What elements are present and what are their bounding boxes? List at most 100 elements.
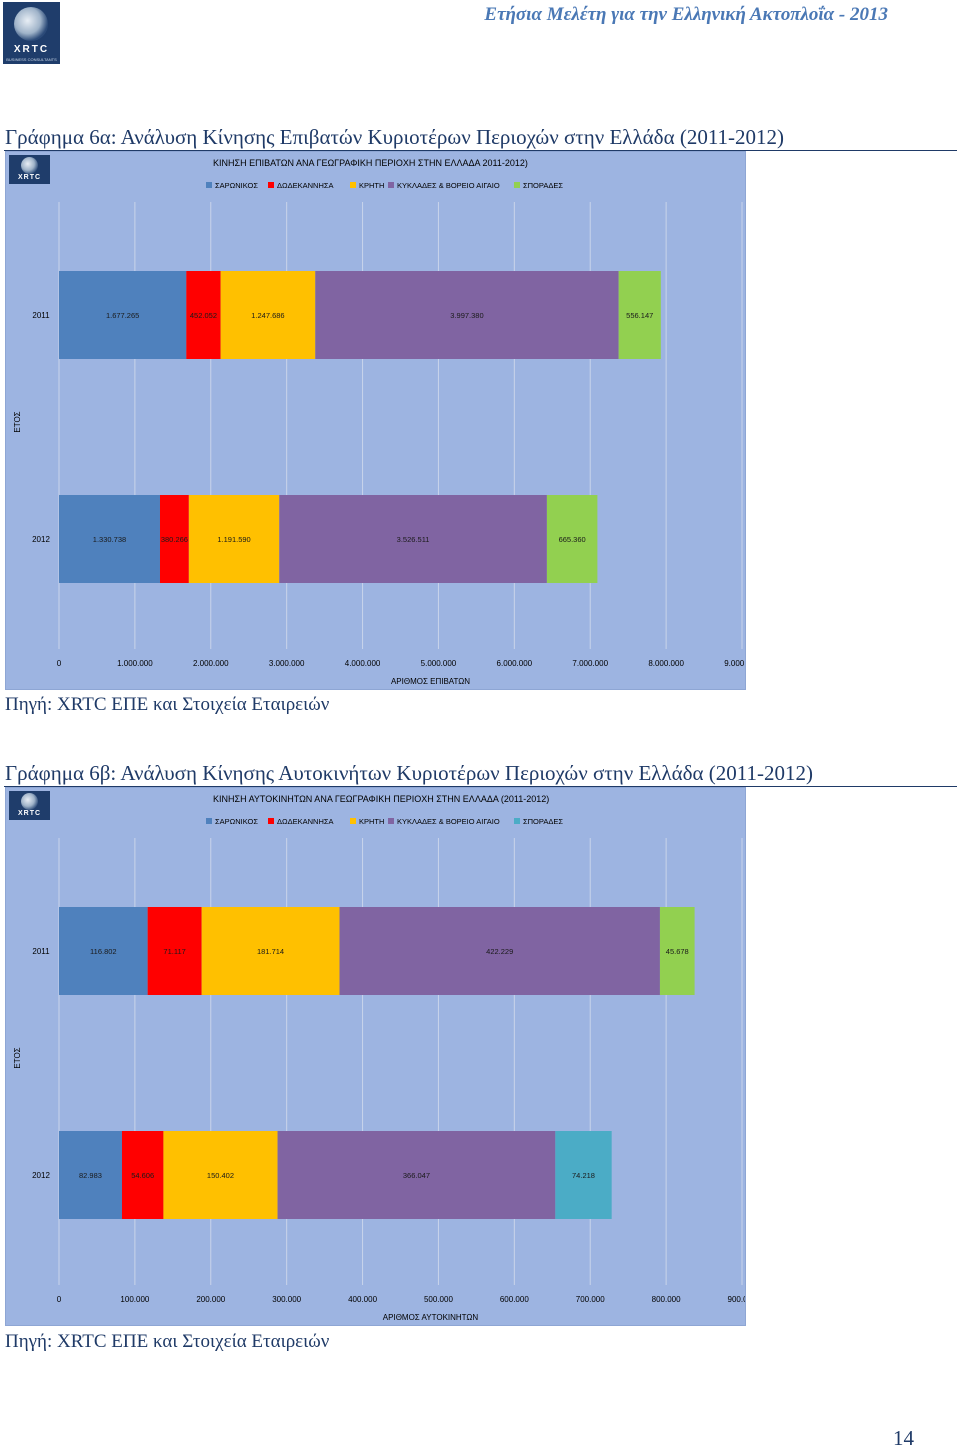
logo-subtext: BUSINESS CONSULTANTS: [6, 57, 57, 62]
x-axis-label: ΑΡΙΘΜΟΣ ΑΥΤΟΚΙΝΗΤΩΝ: [383, 1313, 479, 1322]
data-label: 665.360: [559, 535, 586, 544]
legend-label: ΚΡΗΤΗ: [359, 817, 384, 826]
xrtc-emblem-icon: [21, 157, 38, 174]
figure-6b-caption: Γράφημα 6β: Ανάλυση Κίνησης Αυτοκινήτων …: [5, 761, 813, 785]
x-tick-label: 100.000: [120, 1295, 149, 1304]
data-label: 556.147: [626, 311, 653, 320]
xrtc-emblem-icon: [14, 7, 48, 41]
y-axis-label: ΕΤΟΣ: [13, 411, 22, 432]
x-tick-label: 7.000.000: [572, 659, 608, 668]
bar-segment: [277, 1131, 556, 1219]
data-label: 150.402: [207, 1171, 234, 1180]
data-label: 116.802: [90, 947, 117, 956]
figure-6a-caption: Γράφημα 6α: Ανάλυση Κίνησης Επιβατών Κυρ…: [5, 125, 785, 149]
bar-segment: [659, 907, 695, 995]
bar-segment: [220, 271, 316, 359]
data-label: 3.526.511: [397, 535, 430, 544]
passenger-chart: XRTC 0 1.000.000 2.000.000 3.000.000 4.000.0…: [5, 151, 746, 690]
x-tick-label: 1.000.000: [117, 659, 153, 668]
x-tick-label: 200.000: [196, 1295, 225, 1304]
data-label: 380.266: [161, 535, 188, 544]
x-axis-label: ΑΡΙΘΜΟΣ ΕΠΙΒΑΤΩΝ: [391, 677, 470, 686]
running-title: Ετήσια Μελέτη για την Ελληνική Ακτοπλοΐα…: [484, 4, 888, 25]
xrtc-emblem-icon: [21, 793, 38, 810]
bar-segment: [186, 271, 221, 359]
x-tick-label: 700.000: [576, 1295, 605, 1304]
bar-segment: [147, 907, 202, 995]
bar-segment: [159, 495, 189, 583]
legend-swatch: [206, 182, 212, 188]
data-label: 82.983: [79, 1171, 102, 1180]
page-number: 14: [893, 1426, 914, 1450]
data-label: 3.997.380: [450, 311, 483, 320]
data-label: 1.247.686: [251, 311, 284, 320]
bar-segment: [188, 495, 280, 583]
caption-rule: [4, 150, 957, 151]
legend-swatch: [514, 182, 520, 188]
x-tick-label: 600.000: [500, 1295, 529, 1304]
data-label: 71.117: [163, 947, 185, 956]
data-label: 74.218: [572, 1171, 595, 1180]
legend-swatch: [514, 818, 520, 824]
legend-label: ΚΡΗΤΗ: [359, 181, 384, 190]
legend-label: ΔΩΔΕΚΑΝΝΗΣΑ: [277, 817, 334, 826]
chart-logo-text: XRTC: [17, 174, 42, 181]
x-tick-label: 900.000: [728, 1295, 745, 1304]
legend-swatch: [268, 182, 274, 188]
x-tick-label: 800.000: [652, 1295, 681, 1304]
legend-label: ΚΥΚΛΑΔΕΣ & ΒΟΡΕΙΟ ΑΙΓΑΙΟ: [397, 817, 500, 826]
x-tick-label: 400.000: [348, 1295, 377, 1304]
legend-label: ΣΑΡΩΝΙΚΟΣ: [215, 181, 258, 190]
data-label: 422.229: [486, 947, 513, 956]
year-label: 2011: [32, 311, 50, 320]
chart-logo: XRTC: [9, 791, 50, 820]
legend-swatch: [268, 818, 274, 824]
legend-swatch: [388, 182, 394, 188]
passenger-chart-svg: 0 1.000.000 2.000.000 3.000.000 4.000.000 5.0…: [13, 158, 745, 686]
legend-label: ΚΥΚΛΑΔΕΣ & ΒΟΡΕΙΟ ΑΙΓΑΙΟ: [397, 181, 500, 190]
bar-segment: [339, 907, 660, 995]
x-tick-label: 5.000.000: [421, 659, 457, 668]
x-tick-label: 3.000.000: [269, 659, 305, 668]
bar-segment: [59, 907, 148, 995]
data-label: 1.191.590: [217, 535, 250, 544]
chart-logo: XRTC: [9, 155, 50, 184]
bar-segment: [546, 495, 598, 583]
data-label: 1.677.265: [106, 311, 139, 320]
caption-rule: [4, 786, 957, 787]
logo-text: XRTC: [13, 44, 50, 55]
x-tick-label: 300.000: [272, 1295, 301, 1304]
legend-label: ΔΩΔΕΚΑΝΝΗΣΑ: [277, 181, 334, 190]
data-label: 54.606: [131, 1171, 154, 1180]
year-label: 2012: [32, 535, 50, 544]
figure-6a-source: Πηγή: XRTC ΕΠΕ και Στοιχεία Εταιρειών: [5, 694, 330, 715]
legend-label: ΣΑΡΩΝΙΚΟΣ: [215, 817, 258, 826]
bar-segment: [59, 495, 160, 583]
legend-label: ΣΠΟΡΑΔΕΣ: [523, 817, 563, 826]
bar-segment: [201, 907, 340, 995]
data-label: 45.678: [666, 947, 689, 956]
data-label: 366.047: [403, 1171, 430, 1180]
year-label: 2011: [32, 947, 50, 956]
chart-title: ΚΙΝΗΣΗ ΑΥΤΟΚΙΝΗΤΩΝ ΑΝΑ ΓΕΩΓΡΑΦΙΚΗ ΠΕΡΙΟΧ…: [213, 794, 549, 804]
xrtc-logo: XRTC BUSINESS CONSULTANTS: [3, 2, 60, 64]
vehicle-chart-svg: 0 100.000 200.000 300.000 400.000 500.000 600.…: [13, 794, 745, 1322]
x-tick-label: 9.000.000: [724, 659, 745, 668]
data-label: 181.714: [257, 947, 284, 956]
bar-segment: [121, 1131, 164, 1219]
legend-swatch: [388, 818, 394, 824]
x-tick-label: 0: [57, 659, 62, 668]
bar-segment: [163, 1131, 278, 1219]
legend-swatch: [350, 818, 356, 824]
x-tick-label: 0: [57, 1295, 62, 1304]
y-axis-label: ΕΤΟΣ: [13, 1047, 22, 1068]
data-label: 1.330.738: [93, 535, 126, 544]
legend-swatch: [206, 818, 212, 824]
bar-segment: [555, 1131, 612, 1219]
figure-6b-source: Πηγή: XRTC ΕΠΕ και Στοιχεία Εταιρειών: [5, 1331, 330, 1352]
vehicle-chart: XRTC 0 100.000 200.000 300.000 400.000 500.00…: [5, 787, 746, 1326]
x-tick-label: 500.000: [424, 1295, 453, 1304]
bar-segment: [279, 495, 547, 583]
legend-label: ΣΠΟΡΑΔΕΣ: [523, 181, 563, 190]
x-tick-label: 2.000.000: [193, 659, 229, 668]
